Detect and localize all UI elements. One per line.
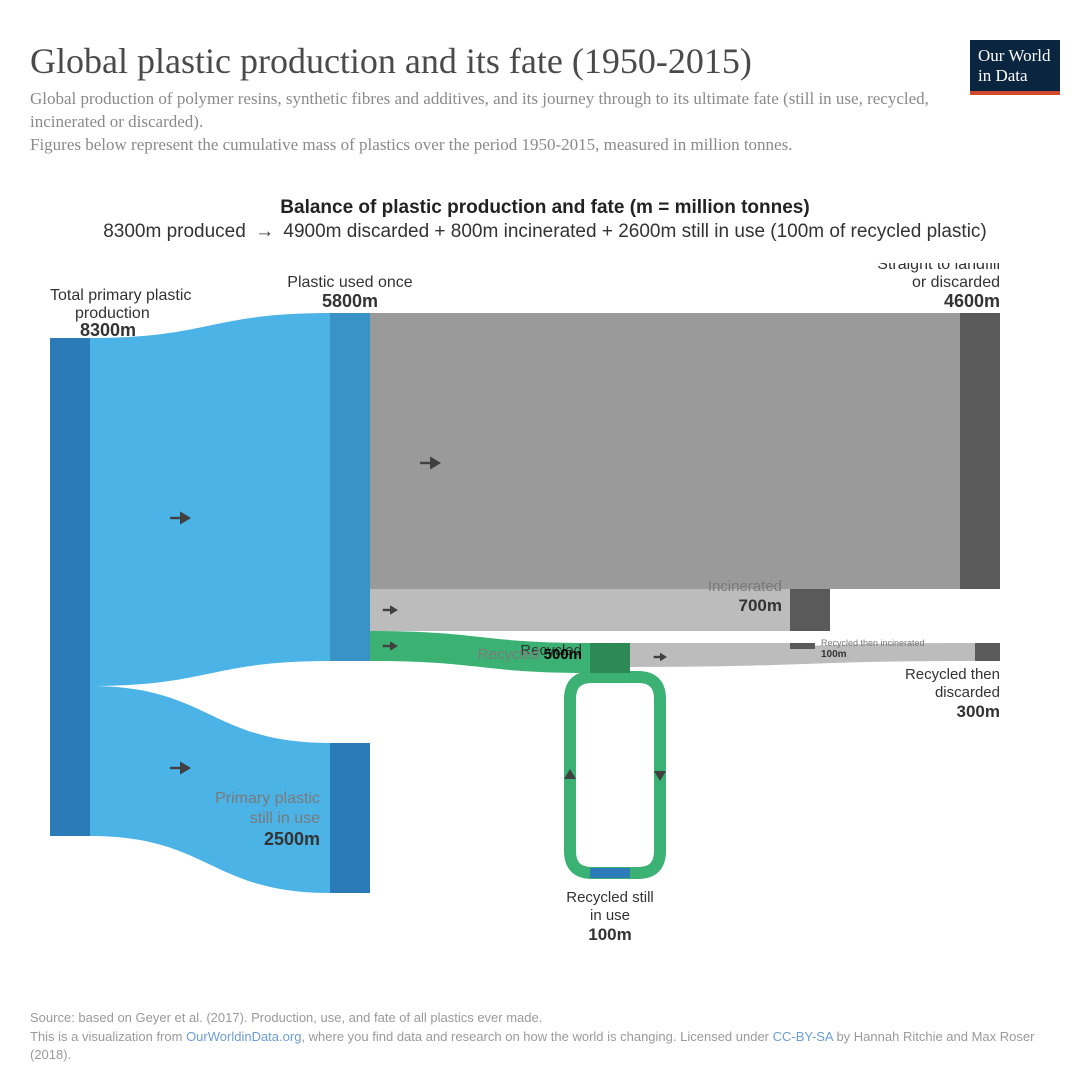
- logo-line2: in Data: [978, 66, 1054, 86]
- sankey-diagram: Total primary plasticproduction8300mPlas…: [30, 263, 1060, 983]
- svg-text:Recycled 500m: Recycled 500m: [478, 646, 582, 663]
- svg-text:in use: in use: [590, 907, 630, 924]
- footer: Source: based on Geyer et al. (2017). Pr…: [30, 1009, 1060, 1064]
- svg-text:Incinerated: Incinerated: [708, 578, 782, 595]
- svg-text:2500m: 2500m: [264, 829, 320, 849]
- balance-right: 4900m discarded + 800m incinerated + 260…: [283, 221, 986, 242]
- svg-text:Recycled still: Recycled still: [566, 889, 654, 906]
- header: Global plastic production and its fate (…: [30, 40, 1060, 157]
- balance-left: 8300m produced: [103, 221, 246, 242]
- svg-text:Recycled then incinerated: Recycled then incinerated: [821, 638, 925, 648]
- footer-source: Source: based on Geyer et al. (2017). Pr…: [30, 1009, 1060, 1027]
- balance-summary: Balance of plastic production and fate (…: [30, 197, 1060, 243]
- page-subtitle: Global production of polymer resins, syn…: [30, 88, 950, 157]
- balance-title: Balance of plastic production and fate (…: [30, 197, 1060, 219]
- footer-link-license: CC-BY-SA: [773, 1029, 833, 1044]
- sankey-svg: Total primary plasticproduction8300mPlas…: [30, 263, 1060, 983]
- svg-text:Total primary plastic: Total primary plastic: [50, 287, 191, 304]
- svg-text:discarded: discarded: [935, 684, 1000, 701]
- svg-text:or discarded: or discarded: [912, 274, 1000, 291]
- svg-text:5800m: 5800m: [322, 291, 378, 311]
- footer-link-owid: OurWorldinData.org: [186, 1029, 301, 1044]
- balance-text: 8300m produced → 4900m discarded + 800m …: [30, 221, 1060, 243]
- footer-attribution: This is a visualization from OurWorldinD…: [30, 1028, 1060, 1064]
- svg-text:Straight to landfill: Straight to landfill: [877, 263, 1000, 273]
- svg-text:700m: 700m: [739, 596, 782, 615]
- svg-text:100m: 100m: [588, 925, 631, 944]
- svg-text:Plastic used once: Plastic used once: [287, 274, 413, 291]
- svg-text:Primary plastic: Primary plastic: [215, 790, 320, 807]
- svg-text:8300m: 8300m: [80, 320, 136, 340]
- arrow-right-icon: →: [255, 221, 274, 243]
- svg-text:Recycled then: Recycled then: [905, 666, 1000, 683]
- svg-text:4600m: 4600m: [944, 291, 1000, 311]
- page-title: Global plastic production and its fate (…: [30, 40, 1060, 82]
- svg-text:300m: 300m: [957, 702, 1000, 721]
- svg-text:still in use: still in use: [250, 810, 320, 827]
- svg-text:100m: 100m: [821, 649, 847, 660]
- logo-line1: Our World: [978, 46, 1054, 66]
- owid-logo: Our World in Data: [970, 40, 1060, 95]
